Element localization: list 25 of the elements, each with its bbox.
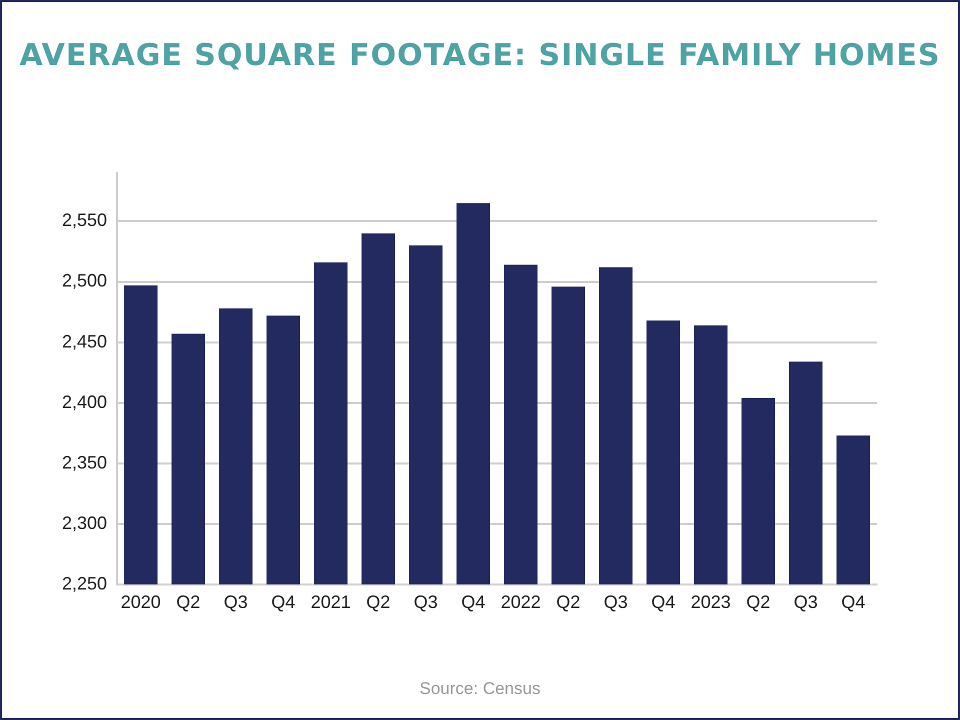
x-tick-label: Q4 [841,592,866,612]
y-tick-label: 2,500 [62,270,108,291]
x-tick-label: 2020 [120,592,161,612]
x-tick-label: Q2 [366,592,390,612]
x-tick-label: Q2 [176,592,200,612]
chart-title: AVERAGE SQUARE FOOTAGE: SINGLE FAMILY HOMES [18,38,942,73]
x-tick-label: Q4 [271,592,296,612]
x-tick-label: 2021 [310,592,351,612]
y-tick-label: 2,350 [62,452,108,472]
y-tick-label: 2,400 [62,392,108,412]
x-tick-label: Q3 [604,592,628,612]
y-tick-label: 2,250 [62,573,108,594]
x-tick-label: 2023 [690,592,731,612]
y-tick-label: 2,550 [62,210,108,230]
x-tick-label: Q4 [651,592,676,612]
x-tick-label: Q2 [746,592,770,612]
x-tick-label: Q3 [224,592,248,612]
y-tick-label: 2,450 [62,331,108,352]
x-tick-label: Q4 [461,592,486,612]
x-tick-label: 2022 [500,592,541,612]
x-tick-label: Q2 [556,592,580,612]
x-tick-label: Q3 [414,592,438,612]
x-tick-label: Q3 [794,592,818,612]
source-note: Source: Census [418,679,542,699]
y-tick-label: 2,300 [62,512,108,533]
